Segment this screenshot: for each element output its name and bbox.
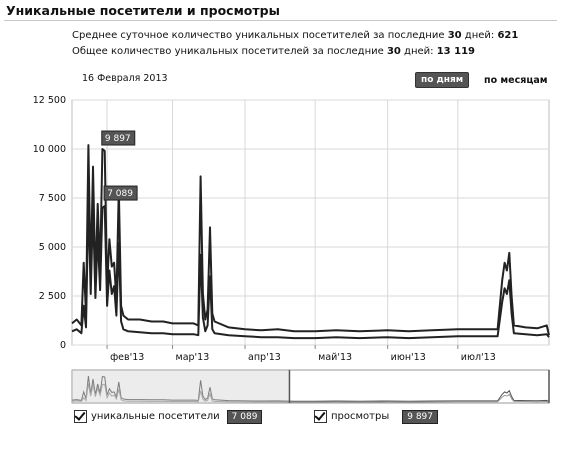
title-divider	[4, 20, 557, 21]
y-tick-label: 5 000	[39, 242, 66, 253]
y-tick-label: 12 500	[33, 95, 66, 106]
plot-area	[71, 99, 550, 346]
stat-suffix: дней:	[400, 46, 434, 57]
x-tick-label: мар'13	[176, 352, 210, 363]
series-line	[71, 199, 550, 340]
legend-value-badge: 7 089	[227, 410, 262, 423]
navigator-series	[71, 383, 550, 403]
navigator-mask	[72, 370, 290, 403]
chart-title: Уникальные посетители и просмотры	[6, 3, 280, 18]
stat-suffix: дней:	[461, 30, 495, 41]
tooltip-box	[103, 185, 138, 201]
stat-days: 30	[386, 46, 401, 57]
legend-unique-visitors[interactable]: уникальные посетители 7 089	[74, 410, 262, 423]
navigator-series	[71, 376, 550, 403]
legend-value-badge: 9 897	[403, 410, 437, 423]
x-tick-label: май'13	[318, 352, 352, 363]
tooltip-box	[101, 130, 136, 146]
x-tick-label: июн'13	[391, 352, 426, 363]
legend-label: уникальные посетители	[91, 411, 220, 422]
stat-label: Среднее суточное количество уникальных п…	[72, 30, 445, 41]
legend-pageviews[interactable]: просмотры 9 897	[314, 410, 437, 423]
checkbox-icon[interactable]	[314, 410, 327, 423]
stat-value: 13 119	[436, 46, 475, 57]
tooltip-label: 7 089	[107, 189, 133, 199]
legend-label: просмотры	[331, 411, 390, 422]
y-tick-label: 10 000	[33, 144, 66, 155]
x-tick-label: июл'13	[461, 352, 496, 363]
y-tick-label: 2 500	[39, 291, 66, 302]
by-days-button[interactable]: по дням	[416, 73, 469, 87]
stat-label: Общее количество уникальных посетителей …	[72, 46, 384, 57]
y-tick-label: 7 500	[39, 193, 66, 204]
stat-days: 30	[447, 30, 462, 41]
avg-daily-visitors-stat: Среднее суточное количество уникальных п…	[72, 30, 518, 41]
selected-date: 16 Февраля 2013	[82, 73, 168, 84]
by-months-button[interactable]: по месяцам	[484, 75, 548, 86]
checkbox-icon[interactable]	[74, 410, 87, 423]
x-tick-label: фев'13	[110, 352, 144, 363]
y-tick-label: 0	[60, 340, 66, 351]
x-tick-label: апр'13	[248, 352, 281, 363]
navigator	[71, 369, 550, 404]
tooltip-label: 9 897	[105, 134, 131, 144]
stat-value: 621	[497, 30, 519, 41]
total-visitors-stat: Общее количество уникальных посетителей …	[72, 46, 475, 57]
